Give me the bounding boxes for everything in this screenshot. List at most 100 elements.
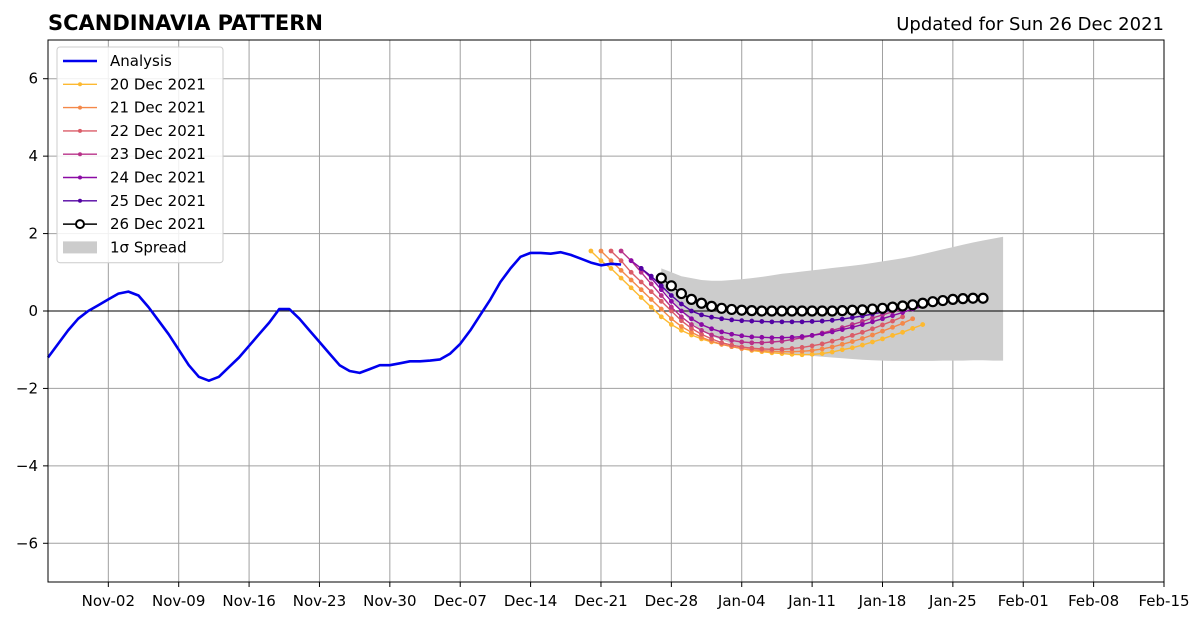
forecast-point bbox=[726, 303, 738, 316]
forecast-point bbox=[668, 308, 674, 314]
forecast-point bbox=[890, 332, 895, 338]
forecast-point bbox=[705, 300, 718, 312]
legend-label: 26 Dec 2021 bbox=[110, 215, 206, 233]
legend-marker bbox=[78, 128, 82, 133]
legend-marker bbox=[78, 82, 82, 87]
legend-entry: 1σ Spread bbox=[63, 238, 187, 256]
forecast-point bbox=[618, 275, 624, 281]
x-tick-label: Dec-14 bbox=[504, 592, 558, 610]
y-tick-label: −4 bbox=[16, 457, 38, 475]
forecast-point bbox=[729, 342, 735, 348]
x-tick-label: Feb-01 bbox=[998, 592, 1049, 610]
legend-label: 23 Dec 2021 bbox=[110, 145, 206, 163]
forecast-point bbox=[658, 298, 664, 304]
x-tick-label: Nov-02 bbox=[82, 592, 135, 610]
forecast-point bbox=[709, 336, 714, 342]
forecast-point bbox=[839, 316, 845, 322]
forecast-point bbox=[749, 345, 755, 351]
forecast-point bbox=[769, 319, 775, 325]
forecast-point bbox=[907, 299, 919, 311]
forecast-point bbox=[628, 258, 634, 264]
forecast-point bbox=[628, 269, 634, 275]
forecast-point bbox=[870, 326, 875, 332]
forecast-point bbox=[799, 344, 805, 350]
forecast-point bbox=[668, 293, 674, 298]
forecast-point bbox=[849, 339, 855, 344]
forecast-point bbox=[809, 348, 815, 353]
forecast-point bbox=[809, 343, 815, 349]
legend-swatch bbox=[63, 241, 97, 254]
legend-marker bbox=[78, 175, 82, 180]
forecast-point bbox=[709, 314, 714, 320]
forecast-point bbox=[917, 297, 929, 309]
x-tick-label: Jan-04 bbox=[717, 592, 766, 610]
legend-label: 1σ Spread bbox=[110, 238, 187, 256]
spread-area bbox=[661, 236, 1004, 361]
forecast-point bbox=[839, 327, 845, 332]
forecast-point bbox=[756, 305, 768, 317]
forecast-point bbox=[816, 305, 828, 317]
forecast-point bbox=[648, 273, 654, 279]
forecast-point bbox=[957, 293, 969, 305]
forecast-point bbox=[849, 315, 855, 320]
y-axis-ticks: −6 −4 −2 0 2 4 6 bbox=[16, 70, 48, 552]
forecast-point bbox=[779, 346, 785, 352]
forecast-point bbox=[910, 326, 916, 331]
forecast-point bbox=[836, 305, 848, 317]
forecast-point bbox=[866, 303, 879, 315]
x-tick-label: Jan-25 bbox=[928, 592, 977, 610]
forecast-point bbox=[799, 334, 805, 339]
forecast-point bbox=[766, 305, 778, 317]
forecast-point bbox=[977, 292, 989, 304]
forecast-point bbox=[648, 281, 654, 287]
forecast-series-2 bbox=[608, 248, 905, 352]
y-tick-label: −6 bbox=[16, 534, 38, 552]
forecast-point bbox=[799, 348, 805, 354]
legend-entry: 21 Dec 2021 bbox=[63, 99, 206, 117]
forecast-point bbox=[689, 308, 694, 314]
legend-entry: 20 Dec 2021 bbox=[63, 75, 206, 93]
forecast-point bbox=[806, 305, 818, 317]
forecast-point bbox=[880, 336, 885, 342]
forecast-point bbox=[769, 346, 775, 352]
forecast-point bbox=[880, 328, 885, 334]
forecast-point bbox=[699, 322, 704, 327]
forecast-point bbox=[749, 334, 755, 340]
legend-marker bbox=[78, 152, 82, 157]
forecast-point bbox=[658, 293, 664, 298]
forecast-point bbox=[759, 346, 765, 352]
forecast-point bbox=[819, 318, 825, 324]
legend-label: 21 Dec 2021 bbox=[110, 99, 206, 117]
forecast-point bbox=[896, 300, 909, 312]
forecast-point bbox=[786, 305, 798, 317]
y-tick-label: 0 bbox=[28, 302, 38, 320]
forecast-point bbox=[638, 295, 644, 300]
forecast-point bbox=[839, 347, 845, 353]
forecast-point bbox=[776, 305, 788, 317]
forecast-point bbox=[655, 272, 667, 284]
forecast-point bbox=[709, 332, 714, 338]
forecast-point bbox=[789, 334, 795, 340]
forecast-point bbox=[746, 305, 758, 317]
forecast-point bbox=[900, 314, 905, 320]
forecast-point bbox=[870, 339, 875, 345]
forecast-point bbox=[826, 305, 838, 317]
forecast-point bbox=[679, 308, 684, 314]
forecast-point bbox=[685, 293, 698, 305]
forecast-point bbox=[618, 248, 624, 254]
forecast-point bbox=[749, 340, 755, 346]
forecast-point bbox=[769, 335, 775, 341]
forecast-point bbox=[689, 316, 694, 322]
forecast-point bbox=[729, 338, 735, 343]
forecast-point bbox=[870, 319, 875, 325]
forecast-point bbox=[870, 315, 875, 321]
forecast-point bbox=[628, 285, 634, 291]
legend-marker bbox=[78, 105, 82, 110]
forecast-point bbox=[608, 258, 614, 264]
forecast-point bbox=[689, 326, 694, 331]
forecast-point bbox=[839, 341, 845, 347]
forecast-point bbox=[665, 280, 677, 292]
forecast-point bbox=[668, 298, 674, 304]
forecast-series-latest bbox=[655, 272, 989, 317]
x-tick-label: Nov-30 bbox=[363, 592, 416, 610]
